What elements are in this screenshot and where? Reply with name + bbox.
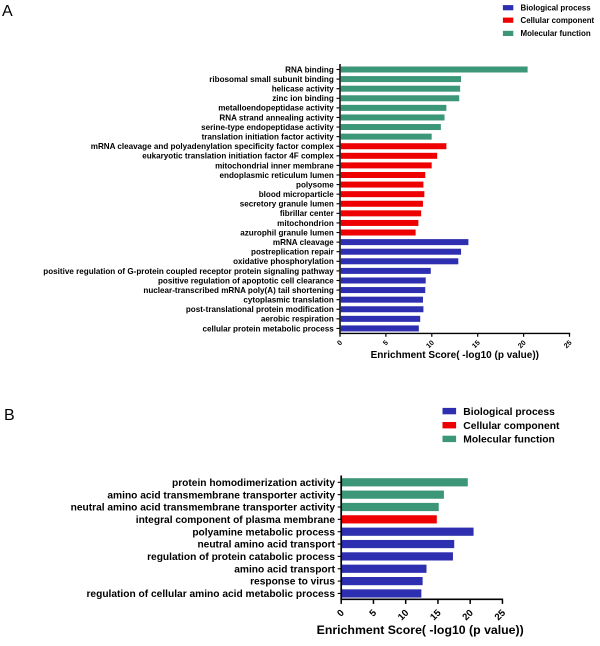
svg-text:positive regulation of apoptot: positive regulation of apoptotic cell cl… (158, 276, 334, 285)
svg-text:ribosomal small subunit bindin: ribosomal small subunit binding (209, 75, 334, 84)
svg-text:neutral amino acid transport: neutral amino acid transport (197, 540, 335, 551)
svg-text:Biological process: Biological process (463, 407, 555, 418)
svg-text:5: 5 (382, 339, 390, 347)
svg-text:fibrillar center: fibrillar center (280, 209, 335, 218)
svg-text:mitochondrion: mitochondrion (277, 219, 334, 228)
svg-text:Enrichment Score( -log10 (p va: Enrichment Score( -log10 (p value)) (371, 350, 539, 361)
svg-text:Enrichment Score( -log10 (p va: Enrichment Score( -log10 (p value)) (317, 623, 524, 637)
svg-text:metalloendopeptidase activity: metalloendopeptidase activity (218, 104, 334, 113)
svg-text:endoplasmic reticulum lumen: endoplasmic reticulum lumen (220, 171, 334, 180)
svg-text:Molecular function: Molecular function (463, 435, 555, 446)
svg-text:25: 25 (562, 339, 573, 350)
svg-text:response to virus: response to virus (250, 577, 335, 588)
svg-text:nuclear-transcribed mRNA poly(: nuclear-transcribed mRNA poly(A) tail sh… (143, 286, 333, 295)
svg-text:zinc ion binding: zinc ion binding (272, 94, 334, 103)
svg-text:0: 0 (336, 339, 344, 347)
svg-text:B: B (4, 407, 15, 424)
svg-text:oxidative phosphorylation: oxidative phosphorylation (233, 257, 334, 266)
svg-text:RNA strand annealing activity: RNA strand annealing activity (219, 113, 334, 122)
svg-text:neutral amino acid transmembra: neutral amino acid transmembrane transpo… (71, 503, 336, 514)
svg-text:amino acid transport: amino acid transport (234, 564, 335, 575)
svg-text:post-translational protein mod: post-translational protein modification (186, 305, 334, 314)
svg-text:translation initiation factor: translation initiation factor activity (202, 133, 335, 142)
svg-text:aerobic respiration: aerobic respiration (261, 315, 334, 324)
svg-text:protein homodimerization activ: protein homodimerization activity (172, 478, 335, 489)
svg-text:Molecular function: Molecular function (521, 29, 591, 38)
svg-text:azurophil granule lumen: azurophil granule lumen (240, 228, 334, 237)
svg-text:amino acid transmembrane trans: amino acid transmembrane transporter act… (107, 490, 335, 501)
svg-text:15: 15 (471, 339, 482, 350)
svg-text:mitochondrial inner membrane: mitochondrial inner membrane (215, 161, 334, 170)
svg-text:integral component of plasma m: integral component of plasma membrane (136, 515, 336, 526)
svg-text:eukaryotic translation initiat: eukaryotic translation initiation factor… (142, 152, 334, 161)
svg-text:RNA binding: RNA binding (285, 65, 334, 74)
svg-text:regulation of protein cataboli: regulation of protein catabolic process (147, 552, 335, 563)
svg-text:serine-type endopeptidase acti: serine-type endopeptidase activity (201, 123, 334, 132)
svg-text:regulation of cellular amino a: regulation of cellular amino acid metabo… (86, 589, 335, 600)
svg-text:mRNA cleavage and polyadenylat: mRNA cleavage and polyadenylation specif… (91, 142, 335, 151)
svg-text:secretory granule lumen: secretory granule lumen (240, 200, 334, 209)
svg-text:Cellular component: Cellular component (463, 421, 560, 432)
svg-text:20: 20 (516, 339, 527, 350)
svg-text:mRNA cleavage: mRNA cleavage (273, 238, 334, 247)
svg-text:Biological process: Biological process (521, 4, 592, 13)
svg-text:cellular protein metabolic pro: cellular protein metabolic process (202, 324, 334, 333)
svg-text:10: 10 (425, 339, 436, 350)
svg-text:cytoplasmic translation: cytoplasmic translation (243, 296, 333, 305)
svg-text:positive regulation of G-prote: positive regulation of G-protein coupled… (43, 267, 334, 276)
svg-text:blood microparticle: blood microparticle (259, 190, 335, 199)
svg-text:postreplication repair: postreplication repair (251, 248, 335, 257)
svg-text:helicase activity: helicase activity (272, 85, 335, 94)
svg-text:A: A (2, 3, 13, 20)
svg-text:polysome: polysome (296, 180, 334, 189)
svg-text:polyamine metabolic process: polyamine metabolic process (192, 527, 335, 538)
svg-text:Cellular component: Cellular component (521, 16, 595, 25)
svg-text:0: 0 (335, 608, 347, 620)
